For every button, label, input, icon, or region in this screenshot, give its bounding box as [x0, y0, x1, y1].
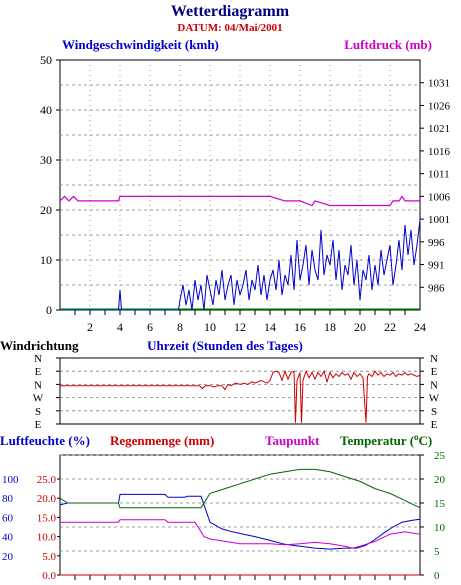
direction-label-right: S — [431, 406, 437, 418]
x-tick-label: 6 — [147, 320, 153, 334]
y-tick-label: 996 — [428, 237, 445, 249]
dewpoint-series — [60, 519, 421, 549]
temperature-label: Temperatur (oC) — [340, 432, 432, 448]
temperature-tick-label: 5 — [434, 546, 440, 558]
temperature-tick-label: 25 — [434, 450, 446, 462]
y-tick-label: 1031 — [428, 78, 450, 90]
y-tick-label: 10 — [40, 253, 52, 267]
direction-label-right: E — [431, 366, 438, 378]
direction-axes: N NE EN NW WS SE E — [33, 353, 440, 431]
humidity-tick-label: 40 — [2, 532, 14, 544]
direction-label-left: E — [35, 419, 42, 431]
temperature-series — [59, 468, 421, 509]
rain-tick-label: 5.0 — [42, 551, 56, 563]
humidity-grid — [60, 454, 420, 552]
y-tick-label: 986 — [428, 282, 445, 294]
direction-plot-frame — [59, 357, 421, 425]
dewpoint-label: Taupunkt — [265, 433, 320, 448]
x-tick-label: 24 — [414, 320, 426, 334]
rain-tick-label: 10.0 — [37, 532, 57, 544]
pressure-series — [59, 195, 420, 207]
y-tick-label: 30 — [40, 153, 52, 167]
direction-label-right: E — [431, 419, 438, 431]
rain-tick-label: 15.0 — [37, 512, 57, 524]
y-tick-label: 20 — [40, 203, 52, 217]
x-tick-label: 20 — [354, 320, 366, 334]
wind-direction-series — [60, 369, 421, 423]
direction-label-left: S — [35, 406, 41, 418]
pressure-y-axis: 986 991 996 1001 1006 1011 1016 1021 1026 1031 — [420, 78, 451, 294]
wind-direction-panel: N NE EN NW WS SE E — [33, 353, 440, 431]
humidity-series — [59, 493, 421, 550]
x-tick-label: 2 — [87, 320, 93, 334]
humidity-tick-label: 60 — [2, 512, 14, 524]
wind-speed-series — [60, 219, 421, 311]
humidity-plot-frame — [59, 454, 421, 576]
temperature-tick-label: 0 — [434, 570, 440, 582]
chart-title: Wetterdiagramm — [171, 3, 290, 20]
humidity-label: Luftfeuchte (%) — [0, 433, 90, 448]
temperature-tick-label: 20 — [434, 474, 446, 486]
y-tick-label: 1016 — [428, 146, 451, 158]
x-tick-label: 8 — [177, 320, 183, 334]
hour-x-axis: 2 4 6 8 10 12 14 16 18 20 22 24 — [74, 310, 426, 334]
hour-axis-label: Uhrzeit (Stunden des Tages) — [147, 338, 303, 353]
y-tick-label: 50 — [40, 53, 52, 67]
wind-grid — [60, 60, 420, 310]
humidity-tick-label: 20 — [2, 551, 14, 563]
y-tick-label: 1006 — [428, 191, 451, 203]
y-tick-label: 991 — [428, 260, 445, 272]
x-tick-label: 18 — [324, 320, 336, 334]
direction-label-left: N — [34, 353, 42, 365]
humidity-tick-label: 80 — [2, 493, 14, 505]
direction-label-right: N — [430, 379, 438, 391]
y-tick-label: 0 — [46, 303, 52, 317]
rain-tick-label: 0.0 — [42, 570, 56, 582]
rain-label: Regenmenge (mm) — [110, 433, 214, 448]
direction-label-right: N — [430, 353, 438, 365]
rain-tick-label: 25.0 — [37, 474, 57, 486]
wind-speed-label: Windgeschwindigkeit (kmh) — [62, 37, 219, 52]
humidity-tick-label: 100 — [2, 474, 19, 486]
direction-label-right: W — [429, 393, 440, 405]
direction-grid — [60, 370, 420, 412]
direction-label-left: E — [35, 366, 42, 378]
temperature-tick-label: 10 — [434, 522, 446, 534]
y-tick-label: 1001 — [428, 214, 450, 226]
humidity-temperature-panel: 20 40 60 80 100 0.0 5.0 10.0 15.0 20.0 25.0 0 5 10 15 2… — [2, 450, 446, 582]
rain-tick-label: 20.0 — [37, 493, 57, 505]
humidity-axes: 20 40 60 80 100 0.0 5.0 10.0 15.0 20.0 25.0 0 5 10 15 2… — [2, 450, 446, 582]
x-tick-label: 10 — [204, 320, 216, 334]
y-tick-label: 1021 — [428, 123, 450, 135]
x-tick-label: 16 — [294, 320, 306, 334]
pressure-label: Luftdruck (mb) — [344, 37, 432, 52]
direction-label-left: W — [33, 393, 44, 405]
x-tick-label: 4 — [117, 320, 123, 334]
wind-direction-label: Windrichtung — [0, 338, 79, 353]
direction-label-left: N — [34, 379, 42, 391]
temperature-tick-label: 15 — [434, 498, 446, 510]
x-tick-label: 14 — [264, 320, 276, 334]
y-tick-label: 1026 — [428, 100, 451, 112]
x-tick-label: 12 — [234, 320, 246, 334]
y-tick-label: 40 — [40, 103, 52, 117]
wind-y-axis: 0 10 20 30 40 50 — [40, 53, 60, 317]
y-tick-label: 1011 — [428, 169, 450, 181]
x-tick-label: 22 — [384, 320, 396, 334]
chart-subtitle: DATUM: 04/Mai/2001 — [177, 22, 282, 34]
